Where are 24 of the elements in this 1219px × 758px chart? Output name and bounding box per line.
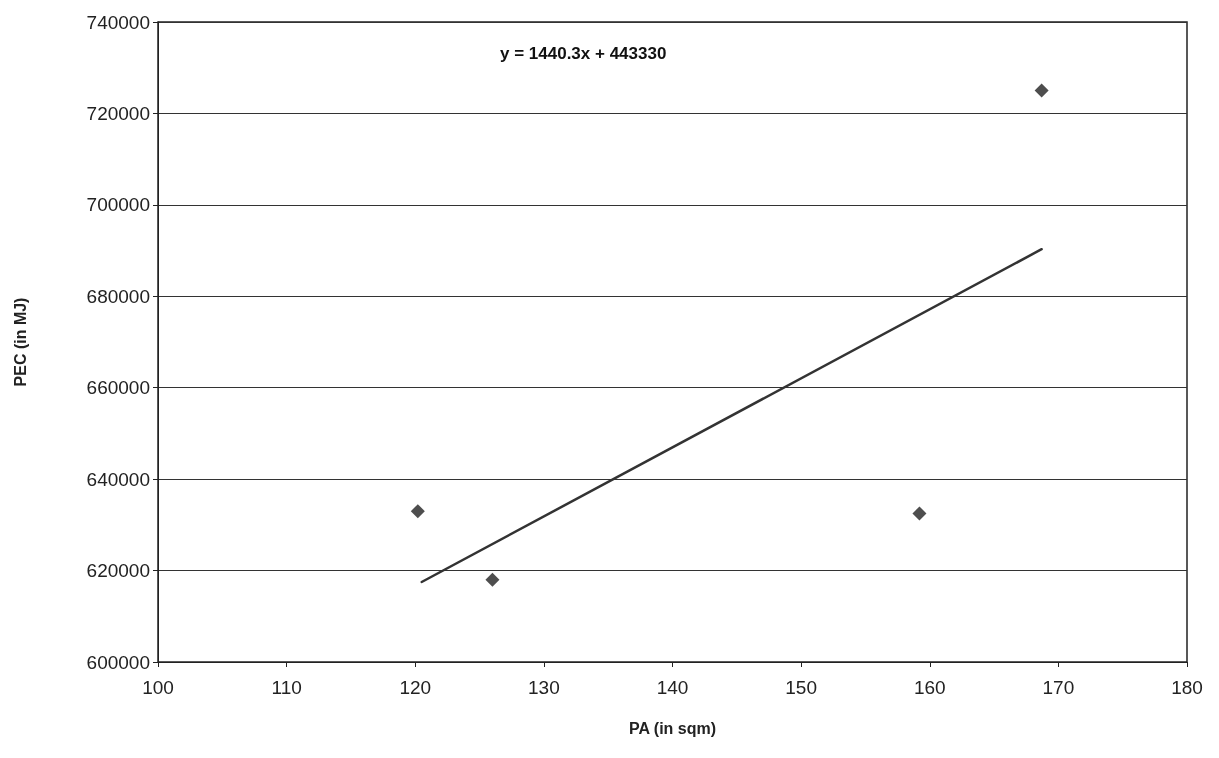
y-tick-label: 700000 bbox=[86, 194, 150, 216]
x-tick-label: 160 bbox=[913, 677, 946, 698]
x-tick-label: 150 bbox=[785, 677, 817, 698]
y-tick-label: 740000 bbox=[86, 11, 150, 33]
x-tick-label: 180 bbox=[1171, 677, 1203, 698]
point bbox=[912, 506, 927, 521]
point bbox=[410, 504, 425, 519]
y-tick-label: 680000 bbox=[86, 285, 150, 307]
annotation: y = 1440.3x + 443330 bbox=[500, 44, 667, 63]
x-tick-label: 100 bbox=[142, 677, 174, 698]
y-tick-label: 720000 bbox=[86, 102, 150, 124]
y-tick-label: 640000 bbox=[86, 468, 150, 490]
y-tick-label: 620000 bbox=[86, 560, 150, 582]
x-tick-label: 110 bbox=[271, 677, 302, 698]
y-tick-label: 660000 bbox=[86, 377, 150, 399]
y-tick-label: 600000 bbox=[86, 651, 150, 673]
x-tick-label: 120 bbox=[399, 677, 432, 698]
x-tick-label: 140 bbox=[656, 677, 689, 698]
x-axis-title: PA (in sqm) bbox=[628, 719, 717, 737]
x-tick-label: 170 bbox=[1042, 677, 1075, 698]
y-axis-title: PEC (in MJ) bbox=[11, 297, 29, 387]
x-tick-label: 130 bbox=[528, 677, 560, 698]
point bbox=[485, 572, 500, 587]
point bbox=[1034, 83, 1049, 98]
